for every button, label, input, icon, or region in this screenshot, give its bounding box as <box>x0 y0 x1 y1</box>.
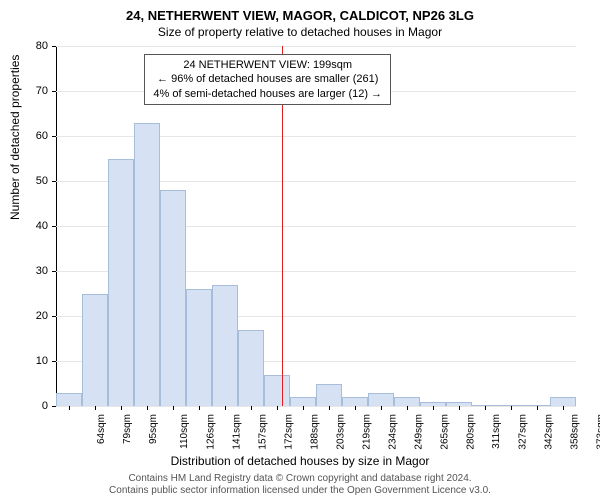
x-tick-label: 249sqm <box>414 414 425 450</box>
histogram-bar <box>394 397 420 406</box>
x-tick-label: 64sqm <box>96 414 107 444</box>
y-tick-mark <box>52 316 56 317</box>
chart-container: 24, NETHERWENT VIEW, MAGOR, CALDICOT, NP… <box>0 0 600 500</box>
histogram-bar <box>160 190 186 406</box>
x-tick-label: 95sqm <box>148 414 159 444</box>
y-tick-label: 30 <box>8 265 48 277</box>
histogram-bar <box>134 123 160 407</box>
y-tick-label: 60 <box>8 130 48 142</box>
x-tick-label: 373sqm <box>596 414 600 450</box>
y-tick-mark <box>52 361 56 362</box>
annotation-line3: 4% of semi-detached houses are larger (1… <box>153 87 382 101</box>
y-tick-mark <box>52 136 56 137</box>
x-axis-label: Distribution of detached houses by size … <box>0 454 600 468</box>
footer-line1: Contains HM Land Registry data © Crown c… <box>0 473 600 485</box>
histogram-bar <box>264 375 290 407</box>
histogram-bar <box>550 397 576 406</box>
histogram-bar <box>316 384 342 407</box>
y-tick-mark <box>52 271 56 272</box>
y-tick-container: 01020304050607080 <box>0 46 52 406</box>
y-tick-mark <box>52 226 56 227</box>
x-tick-container: 64sqm 79sqm 95sqm 110sqm 126sqm 141sqm 157sqm 1… <box>56 408 576 458</box>
footer: Contains HM Land Registry data © Crown c… <box>0 473 600 497</box>
x-tick-label: 79sqm <box>122 414 133 444</box>
histogram-bar <box>186 289 212 406</box>
y-tick-label: 0 <box>8 400 48 412</box>
x-tick-label: 219sqm <box>362 414 373 450</box>
x-tick-label: 280sqm <box>466 414 477 450</box>
annotation-line1: 24 NETHERWENT VIEW: 199sqm <box>153 58 382 72</box>
y-tick-label: 80 <box>8 40 48 52</box>
histogram-bar <box>342 397 368 406</box>
y-tick-mark <box>52 406 56 407</box>
y-tick-label: 10 <box>8 355 48 367</box>
chart-title-line2: Size of property relative to detached ho… <box>0 23 600 39</box>
gridline <box>56 406 576 407</box>
x-tick-label: 234sqm <box>388 414 399 450</box>
y-tick-label: 70 <box>8 85 48 97</box>
annotation-box: 24 NETHERWENT VIEW: 199sqm ← 96% of deta… <box>144 54 391 105</box>
x-tick-label: 265sqm <box>440 414 451 450</box>
histogram-bar <box>368 393 394 407</box>
y-tick-mark <box>52 91 56 92</box>
x-tick-label: 311sqm <box>491 414 502 449</box>
gridline <box>56 46 576 47</box>
y-tick-label: 40 <box>8 220 48 232</box>
histogram-bar <box>56 393 82 407</box>
footer-line2: Contains public sector information licen… <box>0 485 600 497</box>
y-tick-mark <box>52 46 56 47</box>
x-tick-label: 141sqm <box>232 414 243 450</box>
histogram-bar <box>108 159 134 407</box>
histogram-bar <box>212 285 238 407</box>
plot-area: 24 NETHERWENT VIEW: 199sqm ← 96% of deta… <box>56 46 576 406</box>
x-tick-label: 327sqm <box>518 414 529 450</box>
x-tick-label: 203sqm <box>336 414 347 450</box>
x-tick-label: 188sqm <box>310 414 321 450</box>
histogram-bar <box>238 330 264 407</box>
y-tick-label: 50 <box>8 175 48 187</box>
histogram-bar <box>290 397 316 406</box>
x-tick-label: 126sqm <box>206 414 217 450</box>
x-tick-label: 172sqm <box>284 414 295 450</box>
histogram-bar <box>82 294 108 407</box>
x-tick-label: 157sqm <box>258 414 269 450</box>
x-tick-label: 358sqm <box>570 414 581 450</box>
x-tick-label: 110sqm <box>179 414 190 449</box>
x-tick-label: 342sqm <box>544 414 555 450</box>
annotation-line2: ← 96% of detached houses are smaller (26… <box>153 72 382 86</box>
chart-title-line1: 24, NETHERWENT VIEW, MAGOR, CALDICOT, NP… <box>0 0 600 23</box>
y-tick-mark <box>52 181 56 182</box>
y-tick-label: 20 <box>8 310 48 322</box>
